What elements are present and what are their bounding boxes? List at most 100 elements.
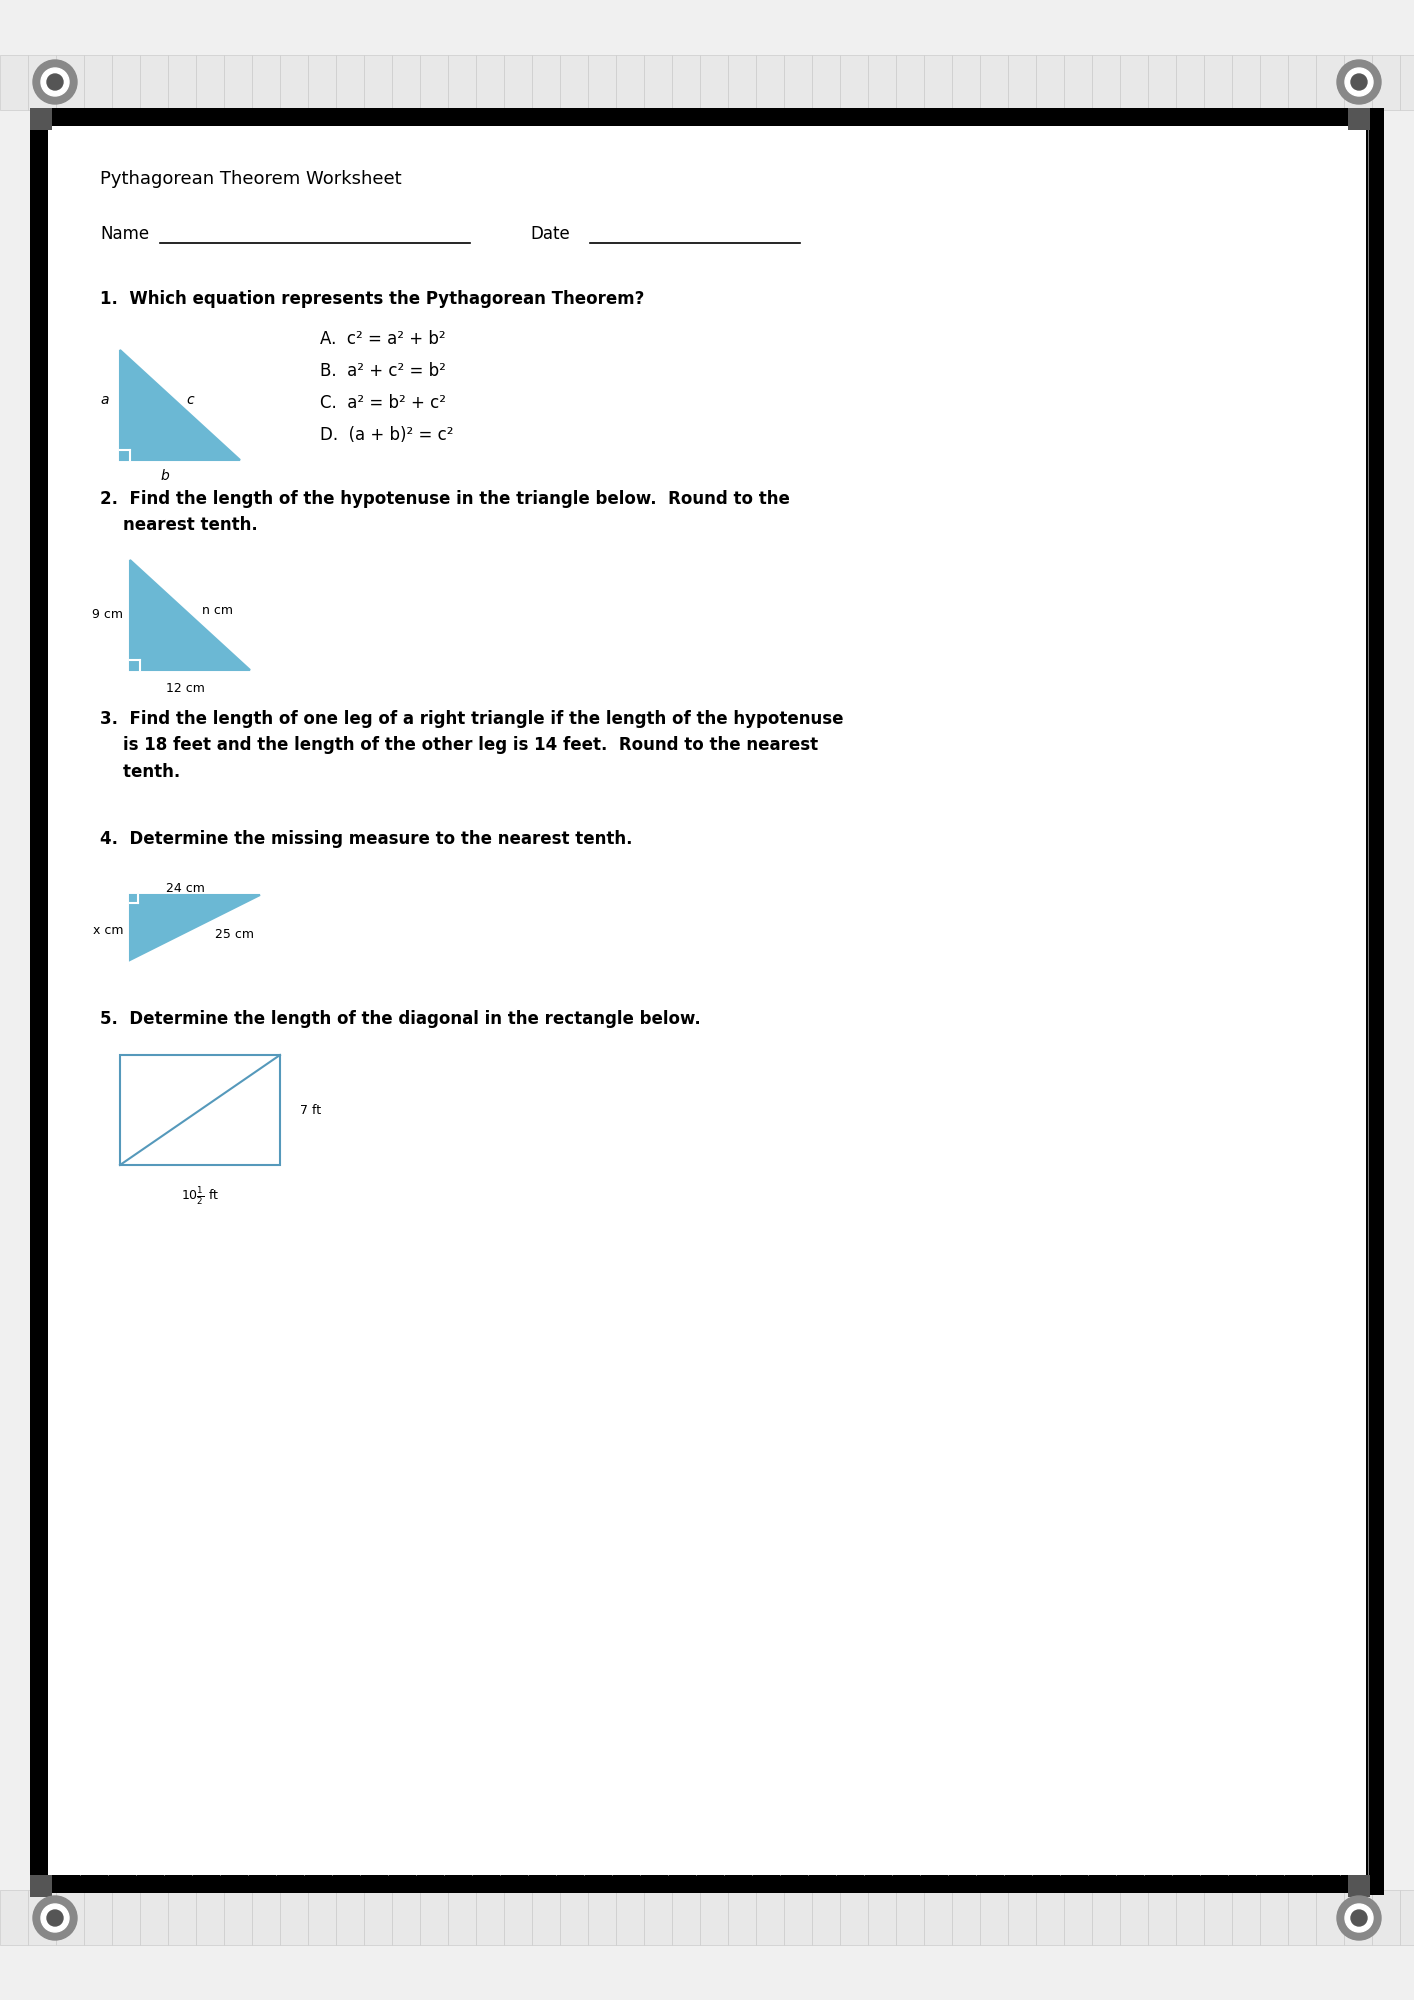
Bar [337,1890,363,1944]
Bar [477,54,503,110]
Text: $10\frac{1}{2}$ ft: $10\frac{1}{2}$ ft [181,1184,219,1206]
Bar [728,54,756,110]
Bar [30,108,52,130]
Text: A.  c² = a² + b²: A. c² = a² + b² [320,330,445,348]
Bar [840,1890,868,1944]
Bar [1343,1890,1372,1944]
Bar [1036,54,1063,110]
Bar [1372,1890,1400,1944]
Bar [252,1890,280,1944]
Bar [1176,54,1203,110]
Circle shape [33,60,76,104]
Text: C.  a² = b² + c²: C. a² = b² + c² [320,394,445,412]
Text: Name: Name [100,224,148,242]
Bar [57,1890,83,1944]
Text: 12 cm: 12 cm [165,682,205,694]
Bar [197,1890,223,1944]
Bar [280,1890,308,1944]
Bar [308,1890,337,1944]
Text: 2.  Find the length of the hypotenuse in the triangle below.  Round to the
    n: 2. Find the length of the hypotenuse in … [100,490,790,534]
Circle shape [41,1904,69,1932]
Text: 5.  Determine the length of the diagonal in the rectangle below.: 5. Determine the length of the diagonal … [100,1010,701,1028]
Bar [1120,54,1148,110]
Bar [1120,1890,1148,1944]
Bar [1203,54,1232,110]
Text: B.  a² + c² = b²: B. a² + c² = b² [320,362,445,380]
Bar [48,126,1366,1876]
Bar [1232,54,1260,110]
Bar [1400,54,1414,110]
Bar [363,54,392,110]
Bar [30,110,48,1896]
Bar [728,1890,756,1944]
Bar [83,1890,112,1944]
Bar [672,1890,700,1944]
Bar [363,1890,392,1944]
Circle shape [1345,1904,1373,1932]
Bar [1288,1890,1316,1944]
Bar [756,54,783,110]
Bar [1316,54,1343,110]
Bar [1203,1890,1232,1944]
Circle shape [1338,60,1381,104]
Bar [280,54,308,110]
Bar [28,54,57,110]
Text: 9 cm: 9 cm [92,608,123,622]
Bar [448,54,477,110]
Bar [1063,54,1092,110]
Bar [1260,54,1288,110]
Bar [952,54,980,110]
Circle shape [47,74,64,90]
Bar [896,1890,923,1944]
Bar [30,1876,1384,1892]
Circle shape [1350,74,1367,90]
Bar [197,54,223,110]
Text: x cm: x cm [93,924,123,936]
Bar [1148,1890,1176,1944]
Polygon shape [120,350,240,460]
Bar [923,1890,952,1944]
Bar [28,1890,57,1944]
Text: D.  (a + b)² = c²: D. (a + b)² = c² [320,426,454,444]
Bar [392,1890,420,1944]
Bar [980,1890,1008,1944]
Text: b: b [161,468,170,482]
Bar [168,1890,197,1944]
Text: 4.  Determine the missing measure to the nearest tenth.: 4. Determine the missing measure to the … [100,830,632,848]
Bar [1316,1890,1343,1944]
Bar [783,1890,812,1944]
Text: Pythagorean Theorem Worksheet: Pythagorean Theorem Worksheet [100,170,402,188]
Bar [1092,1890,1120,1944]
Bar [840,54,868,110]
Bar [448,1890,477,1944]
Text: a: a [100,392,109,408]
Bar [952,1890,980,1944]
Text: c: c [187,392,194,408]
Bar [503,54,532,110]
Text: 1.  Which equation represents the Pythagorean Theorem?: 1. Which equation represents the Pythago… [100,290,645,308]
Bar [588,1890,617,1944]
Bar [812,1890,840,1944]
Bar [252,54,280,110]
Bar [700,54,728,110]
Text: Date: Date [530,224,570,242]
Bar [1366,110,1384,1896]
Text: 24 cm: 24 cm [165,882,205,894]
Bar [923,54,952,110]
Text: 25 cm: 25 cm [215,928,255,942]
Bar [1036,1890,1063,1944]
Bar [420,54,448,110]
Bar [477,1890,503,1944]
Bar [672,54,700,110]
Bar [0,54,28,110]
Circle shape [1345,68,1373,96]
Bar [1372,54,1400,110]
Bar [1400,1890,1414,1944]
Bar [337,54,363,110]
Bar [140,1890,168,1944]
Bar [532,54,560,110]
Bar [1288,54,1316,110]
Bar [1232,1890,1260,1944]
Polygon shape [130,560,250,670]
Bar [756,1890,783,1944]
